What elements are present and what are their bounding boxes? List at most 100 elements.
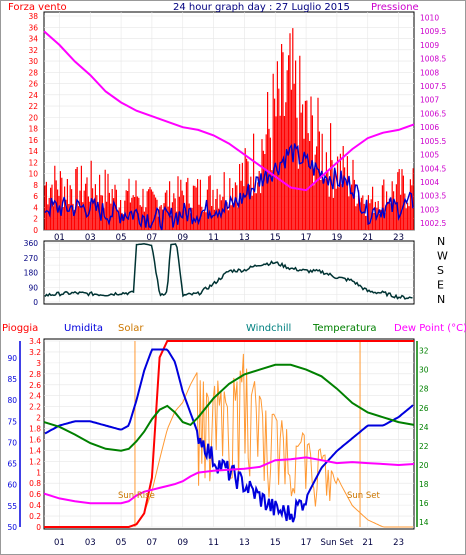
- humidity-tick-label: 60: [7, 481, 17, 490]
- humidity-tick-label: 80: [7, 396, 17, 405]
- wind-tick-label: 4: [33, 203, 38, 212]
- rain-tick-label: 2.8: [29, 370, 41, 379]
- wind-tick-label: 28: [28, 68, 38, 77]
- panel1-x-tick-label: 09: [177, 233, 188, 243]
- legend-solar: Solar: [118, 323, 144, 334]
- rain-tick-label: 0: [36, 523, 41, 532]
- panel1-x-tick-label: 01: [54, 233, 65, 243]
- direction-tick-label: 0: [33, 298, 38, 307]
- temperature-tick-label: 14: [419, 518, 429, 527]
- panel2-series: [44, 243, 413, 300]
- panel3-x-tick-label: 05: [116, 538, 127, 548]
- pressure-tick-label: 1002.5: [420, 219, 446, 228]
- panel1-x-tick-label: 23: [393, 233, 404, 243]
- panel1-x-tick-label: 03: [85, 233, 96, 243]
- panel1-x-tick-label: 17: [301, 233, 312, 243]
- pressure-tick-label: 1006.5: [420, 109, 446, 118]
- axis-labels: 024681012141618202224262830323436381002.…: [7, 12, 448, 548]
- pressure-tick-label: 1003: [420, 205, 439, 214]
- rain-tick-label: 3: [36, 359, 41, 368]
- annotation-sun-set: Sun Set: [347, 491, 380, 501]
- pressure-tick-label: 1007: [420, 96, 439, 105]
- wind-tick-label: 0: [33, 226, 38, 235]
- header-title: 24 hour graph day : 27 Luglio 2015: [173, 2, 350, 13]
- compass-label: S: [437, 264, 444, 277]
- wind-tick-label: 22: [28, 102, 38, 111]
- panel3-x-tick-label: 13: [239, 538, 250, 548]
- rain-tick-label: 0.8: [29, 479, 41, 488]
- humidity-tick-label: 65: [7, 460, 17, 469]
- pressure-tick-label: 1004.5: [420, 164, 446, 173]
- rain-tick-label: 0.4: [29, 501, 41, 510]
- wind-tick-label: 26: [28, 80, 38, 89]
- temperature-tick-label: 20: [419, 461, 429, 470]
- temperature-tick-label: 28: [419, 385, 429, 394]
- rain-tick-label: 2.2: [29, 403, 41, 412]
- rain-tick-label: 2: [36, 414, 41, 423]
- temperature-line: [43, 363, 415, 452]
- legend-rain: Pioggia: [2, 323, 38, 334]
- pressure-tick-label: 1008.5: [420, 55, 446, 64]
- rain-tick-label: 2.4: [29, 392, 41, 401]
- panel3-x-tick-label: 09: [177, 538, 188, 548]
- wind-tick-label: 32: [28, 46, 38, 55]
- temperature-tick-label: 32: [419, 347, 429, 356]
- rain-tick-label: 2.6: [29, 381, 41, 390]
- rain-tick-label: 0.2: [29, 512, 41, 521]
- panel3-x-tick-label: 03: [85, 538, 96, 548]
- panel3-x-tick-label: 07: [147, 538, 158, 548]
- panel3-x-tick-label: 21: [362, 538, 373, 548]
- compass-label: N: [437, 293, 445, 306]
- wind-tick-label: 6: [33, 192, 38, 201]
- rain-line: [44, 340, 414, 528]
- temperature-tick-label: 16: [419, 499, 429, 508]
- wind-tick-label: 30: [28, 57, 38, 66]
- humidity-tick-label: 55: [7, 502, 17, 511]
- compass-label: N: [437, 235, 445, 248]
- panel1-x-tick-label: 19: [332, 233, 343, 243]
- direction-tick-label: 270: [24, 254, 39, 263]
- temperature-tick-label: 26: [419, 404, 429, 413]
- direction-tick-label: 360: [24, 239, 39, 248]
- legend-temperature: Temperatura: [312, 323, 377, 334]
- humidity-line: [44, 348, 414, 523]
- pressure-tick-label: 1010: [420, 13, 439, 22]
- temperature-tick-label: 18: [419, 480, 429, 489]
- wind-tick-label: 8: [33, 181, 38, 190]
- pressure-tick-label: 1003.5: [420, 192, 446, 201]
- panel1-x-tick-label: 13: [239, 233, 250, 243]
- temperature-tick-label: 24: [419, 423, 429, 432]
- pressure-line: [43, 30, 415, 192]
- rain-tick-label: 1: [36, 468, 41, 477]
- humidity-tick-label: 75: [7, 417, 17, 426]
- rain-tick-label: 3.4: [29, 337, 41, 346]
- panel3-series: [43, 340, 415, 528]
- direction-tick-label: 90: [28, 283, 38, 292]
- pressure-tick-label: 1005.5: [420, 137, 446, 146]
- panel3-x-tick-label: 11: [208, 538, 219, 548]
- humidity-tick-label: 70: [7, 438, 17, 447]
- wind-tick-label: 24: [28, 91, 38, 100]
- rain-tick-label: 1.2: [29, 457, 41, 466]
- wind-tick-label: 34: [28, 35, 38, 44]
- header-right-label: Pressione: [371, 2, 419, 13]
- panel3-frame: [43, 338, 415, 530]
- wind-tick-label: 36: [28, 23, 38, 32]
- humidity-tick-label: 50: [7, 523, 17, 532]
- humidity-tick-label: 85: [7, 375, 17, 384]
- rain-tick-label: 0.6: [29, 490, 41, 499]
- panel3-x-tick-label: 23: [393, 538, 404, 548]
- temperature-tick-label: 30: [419, 366, 429, 375]
- pressure-tick-label: 1008: [420, 68, 439, 77]
- direction-tick-label: 180: [24, 269, 39, 278]
- pressure-tick-label: 1009: [420, 41, 439, 50]
- header-left-label: Forza vento: [8, 2, 67, 13]
- panel3-x-tick-label: Sun Set: [320, 538, 353, 548]
- dew-point-line: [43, 456, 415, 505]
- wind-tick-label: 38: [28, 12, 38, 21]
- pressure-tick-label: 1005: [420, 151, 439, 160]
- wind-tick-label: 14: [28, 147, 38, 156]
- pressure-tick-label: 1004: [420, 178, 439, 187]
- panel1-x-tick-label: 11: [208, 233, 219, 243]
